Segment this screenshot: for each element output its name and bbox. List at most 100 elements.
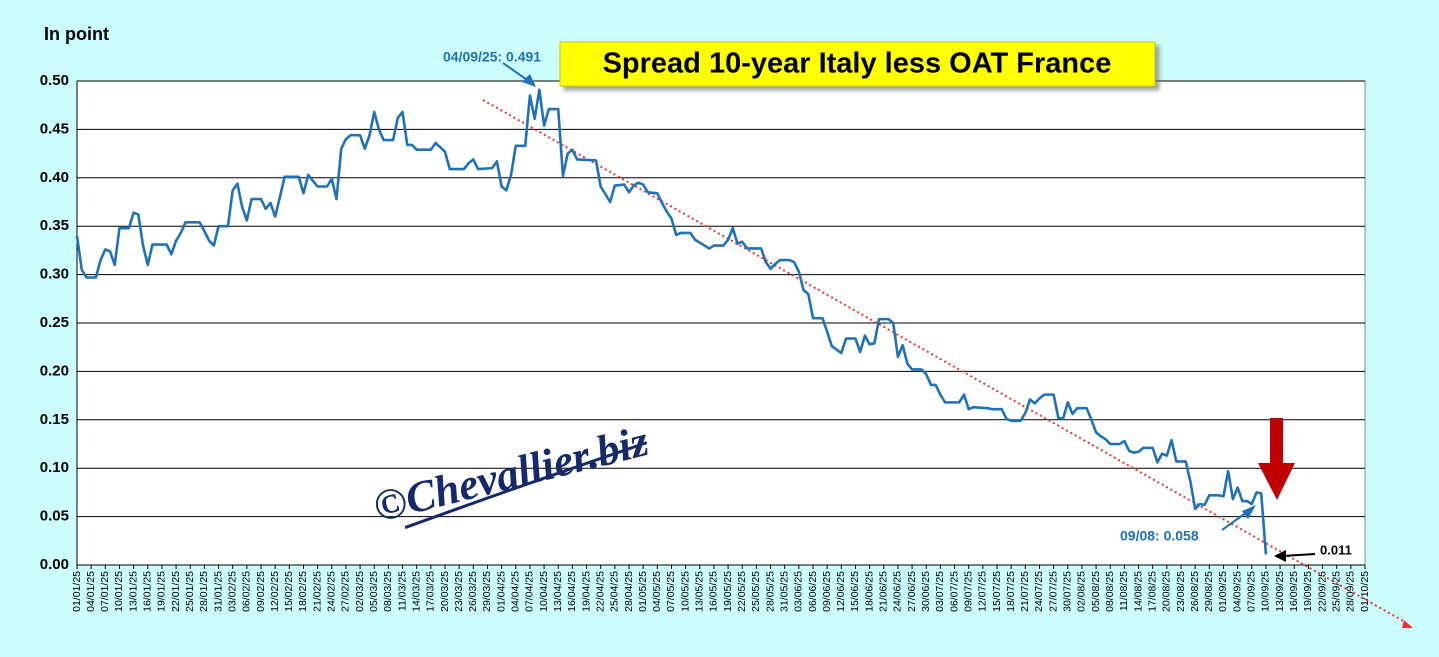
x-tick-label: 21/06/25: [878, 571, 890, 612]
x-tick-label: 28/01/25: [198, 571, 210, 612]
series: [75, 88, 1268, 555]
y-tick-label: 0.25: [40, 314, 69, 331]
x-tick-label: 04/09/25: [1231, 571, 1243, 612]
annotation: 04/09/25: 0.491: [443, 49, 541, 65]
x-tick-label: 05/03/25: [368, 571, 380, 612]
x-tick-label: 02/08/25: [1076, 571, 1088, 612]
x-tick-label: 16/05/25: [708, 571, 720, 612]
x-tick-label: 18/06/25: [863, 571, 875, 612]
x-tick-label: 09/02/25: [255, 571, 267, 612]
x-tick-label: 04/05/25: [651, 571, 663, 612]
x-tick-label: 06/02/25: [241, 571, 253, 612]
y-tick-label: 0.50: [40, 72, 69, 89]
x-tick-label: 16/04/25: [566, 571, 578, 612]
x-tick-label: 07/09/25: [1246, 571, 1258, 612]
x-tick-label: 17/03/25: [425, 571, 437, 612]
x-tick-label: 01/10/25: [1359, 571, 1371, 612]
x-tick-label: 03/07/25: [934, 571, 946, 612]
title-box: [559, 41, 1156, 87]
x-tick-label: 13/09/25: [1274, 571, 1286, 612]
x-tick-label: 07/05/25: [665, 571, 677, 612]
x-tick-label: 12/06/25: [835, 571, 847, 612]
x-tick-label: 30/07/25: [1062, 571, 1074, 612]
x-tick-label: 31/05/25: [778, 571, 790, 612]
x-tick-label: 08/08/25: [1104, 571, 1116, 612]
y-tick-label: 0.00: [40, 556, 69, 573]
x-tick-label: 10/04/25: [538, 571, 550, 612]
x-tick-label: 25/01/25: [184, 571, 196, 612]
x-tick-label: 11/03/25: [396, 571, 408, 611]
x-tick-label: 10/01/25: [113, 571, 125, 612]
x-tick-label: 23/08/25: [1175, 571, 1187, 612]
x-tick-label: 19/01/25: [156, 571, 168, 612]
x-tick-label: 14/03/25: [410, 571, 422, 612]
x-tick-label: 26/03/25: [467, 571, 479, 612]
x-tick-label: 21/02/25: [311, 571, 323, 612]
x-tick-label: 07/04/25: [524, 571, 536, 612]
x-tick-label: 24/07/25: [1033, 571, 1045, 612]
x-tick-label: 31/01/25: [212, 571, 224, 612]
highlight-arrow-head: [1258, 463, 1295, 500]
y-tick-label: 0.40: [40, 169, 69, 186]
x-tick-label: 11/08/25: [1118, 571, 1130, 611]
annotation: 0.011: [1320, 542, 1352, 557]
x-tick-label: 20/08/25: [1161, 571, 1173, 612]
x-tick-label: 03/06/25: [793, 571, 805, 612]
annotation-arrowhead: [522, 74, 536, 87]
highlight-arrow-shaft: [1270, 418, 1283, 464]
x-tick-label: 27/06/25: [906, 571, 918, 612]
x-tick-label: 12/07/25: [977, 571, 989, 612]
grid: 0.00 0.05 0.10 0.15 0.20 0.25 0.30 0.35 0.40 0.45…: [40, 72, 1365, 573]
x-tick-label: 22/05/25: [736, 571, 748, 612]
y-tick-label: 0.30: [40, 266, 69, 283]
x-tick-label: 21/07/25: [1019, 571, 1031, 612]
x-tick-label: 22/09/25: [1316, 571, 1328, 612]
x-tick-label: 13/01/25: [127, 571, 139, 612]
x-tick-label: 04/04/25: [510, 571, 522, 612]
x-tick-label: 22/01/25: [170, 571, 182, 612]
x-tick-label: 01/05/25: [637, 571, 649, 612]
x-tick-label: 23/03/25: [453, 571, 465, 612]
x-tick-label: 22/04/25: [594, 571, 606, 612]
x-tick-label: 26/08/25: [1189, 571, 1201, 612]
y-tick-label: 0.15: [40, 411, 69, 428]
x-tick-label: 09/06/25: [821, 571, 833, 612]
y-tick-label: 0.10: [40, 459, 69, 476]
annotation-arrow: [1281, 553, 1316, 557]
x-tick-label: 24/06/25: [892, 571, 904, 612]
x-tick-label: 19/04/25: [580, 571, 592, 612]
annotation: 09/08: 0.058: [1120, 528, 1199, 544]
x-tick-label: 18/02/25: [297, 571, 309, 612]
x-tick-label: 15/06/25: [849, 571, 861, 612]
x-tick-label: 04/01/25: [85, 571, 97, 612]
x-tick-label: 28/04/25: [623, 571, 635, 612]
y-tick-label: 0.05: [40, 508, 69, 525]
x-tick-label: 14/08/25: [1132, 571, 1144, 612]
trend-arrowhead: [1402, 620, 1413, 628]
x-tick-label: 27/07/25: [1047, 571, 1059, 612]
x-tick-label: 07/01/25: [99, 571, 111, 612]
watermark-swoosh: [404, 441, 648, 530]
x-tick-label: 17/08/25: [1146, 571, 1158, 612]
x-tick-label: 08/03/25: [382, 571, 394, 612]
x-tick-label: 01/04/25: [495, 571, 507, 612]
y-tick-label: 0.35: [40, 217, 69, 234]
x-tick-label: 12/02/25: [269, 571, 281, 612]
chart-title: Spread 10-year Italy less OAT France: [603, 48, 1112, 80]
x-tick-label: 19/09/25: [1302, 571, 1314, 612]
x-tick-label: 01/01/25: [71, 571, 83, 612]
x-tick-label: 01/09/25: [1217, 571, 1229, 612]
x-tick-label: 27/02/25: [340, 571, 352, 612]
x-tick-label: 28/09/25: [1345, 571, 1357, 612]
x-tick-label: 10/09/25: [1260, 571, 1272, 612]
x-tick-label: 18/07/25: [1005, 571, 1017, 612]
y-axis-label: In point: [44, 24, 109, 44]
x-tick-label: 19/05/25: [722, 571, 734, 612]
x-tick-label: 25/09/25: [1330, 571, 1342, 612]
x-tick-label: 24/02/25: [326, 571, 338, 612]
x-tick-label: 03/02/25: [226, 571, 238, 612]
x-tick-label: 15/02/25: [283, 571, 295, 612]
x-tick-label: 13/05/25: [694, 571, 706, 612]
